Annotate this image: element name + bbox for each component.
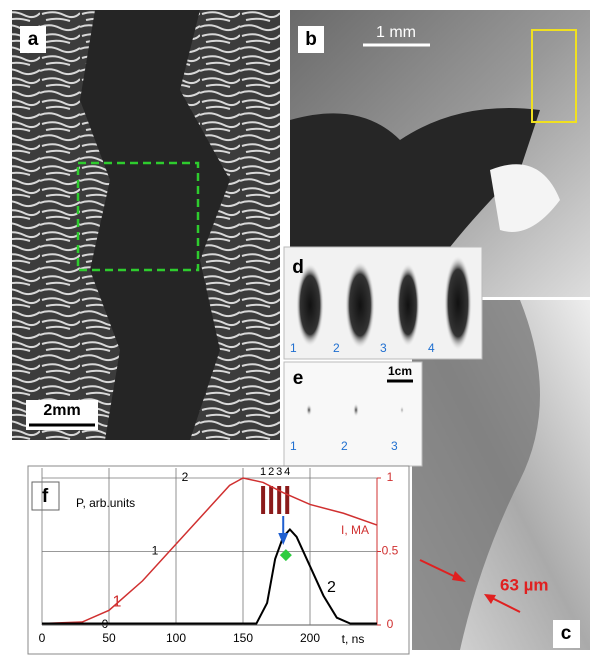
figure: a 2mm b 1 mm 63 µm c d 1 2 3 4: [0, 0, 595, 656]
x-axis-label: t, ns: [342, 632, 365, 646]
panel-label: c: [561, 623, 572, 644]
marker-label: 4: [284, 466, 290, 478]
panel-f: f P, arb.units I, MA t, ns: [28, 466, 409, 654]
y2-tick-label: 0.5: [382, 544, 399, 558]
annotation: 63 µm: [500, 575, 549, 594]
marker-label: 1: [260, 466, 266, 478]
y-tick-label: 1: [152, 544, 159, 558]
y-axis-label: P, arb.units: [76, 496, 135, 510]
y2-tick-label: 0: [387, 617, 394, 631]
panel-a: a 2mm: [12, 10, 280, 440]
marker-label: 3: [276, 466, 282, 478]
scale-text: 1cm: [388, 364, 412, 378]
spot-number: 2: [341, 439, 348, 453]
x-tick-label: 150: [233, 631, 253, 645]
panel-label: e: [293, 368, 304, 389]
series-label: 1: [113, 594, 122, 611]
spot: [444, 255, 472, 351]
spot-number: 3: [380, 341, 387, 355]
spot: [396, 263, 420, 347]
scale-text: 2mm: [43, 402, 80, 419]
marker-label: 2: [268, 466, 274, 478]
panel-label: b: [305, 29, 317, 50]
spot-number: 3: [391, 439, 398, 453]
spot: [345, 261, 375, 349]
x-tick-label: 100: [166, 631, 186, 645]
series-label: 2: [327, 579, 336, 596]
y2-axis-label: I, MA: [341, 523, 369, 537]
spot-number: 2: [333, 341, 340, 355]
spot-number: 1: [290, 341, 297, 355]
spot: [353, 403, 359, 417]
x-tick-label: 200: [300, 631, 320, 645]
spot: [400, 406, 404, 414]
panel-d: d 1 2 3 4: [284, 247, 482, 359]
panel-label: f: [42, 486, 49, 507]
y2-tick-label: 1: [387, 470, 394, 484]
y-tick-label: 2: [182, 470, 189, 484]
panel-label: a: [28, 29, 39, 50]
panel-e: e 1cm 1 2 3: [284, 362, 422, 466]
page: {"panels": { "a": {"label": "a", "scale"…: [0, 0, 595, 656]
x-tick-label: 50: [102, 631, 116, 645]
panel-label: d: [292, 257, 304, 278]
spot: [306, 404, 312, 416]
x-tick-label: 0: [39, 631, 46, 645]
scale-text: 1 mm: [376, 24, 416, 41]
spot-number: 1: [290, 439, 297, 453]
chart-frame: [28, 466, 409, 654]
spot-number: 4: [428, 341, 435, 355]
